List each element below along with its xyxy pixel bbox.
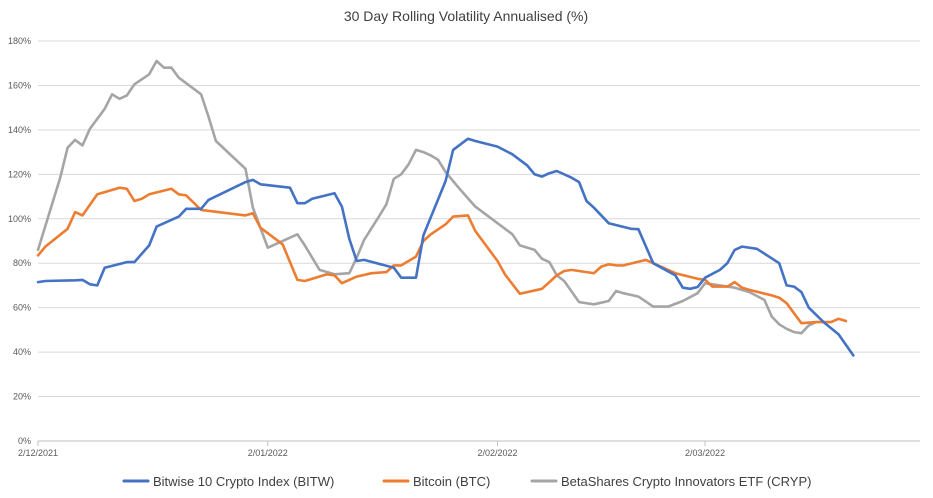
y-tick-label: 120% bbox=[8, 169, 31, 179]
y-tick-label: 140% bbox=[8, 125, 31, 135]
y-tick-label: 60% bbox=[13, 303, 31, 313]
axes: 0% 20% 40% 60% 80% 100% 120% 140% 160% 180% 2/12/2… bbox=[8, 36, 920, 458]
y-tick-label: 0% bbox=[18, 436, 31, 446]
legend-label: Bitcoin (BTC) bbox=[413, 474, 490, 489]
y-tick-label: 180% bbox=[8, 36, 31, 46]
x-tick-label: 2/01/2022 bbox=[248, 448, 288, 458]
grid-lines bbox=[38, 40, 920, 398]
y-tick-label: 40% bbox=[13, 347, 31, 357]
series-line-0 bbox=[36, 137, 855, 357]
y-tick-label: 160% bbox=[8, 80, 31, 90]
x-tick-label: 2/12/2021 bbox=[18, 448, 58, 458]
y-tick-label: 100% bbox=[8, 214, 31, 224]
chart-title: 30 Day Rolling Volatility Annualised (%) bbox=[344, 8, 588, 24]
series-line-1 bbox=[36, 186, 848, 325]
y-tick-label: 80% bbox=[13, 258, 31, 268]
x-tick-label: 2/02/2022 bbox=[478, 448, 518, 458]
legend-label: BetaShares Crypto Innovators ETF (CRYP) bbox=[561, 474, 811, 489]
series-lines bbox=[36, 59, 855, 357]
legend: Bitwise 10 Crypto Index (BITW) Bitcoin (B… bbox=[122, 474, 811, 489]
legend-label: Bitwise 10 Crypto Index (BITW) bbox=[153, 474, 334, 489]
x-tick-label: 2/03/2022 bbox=[685, 448, 725, 458]
y-tick-label: 20% bbox=[13, 392, 31, 402]
series-line-2 bbox=[36, 59, 818, 335]
